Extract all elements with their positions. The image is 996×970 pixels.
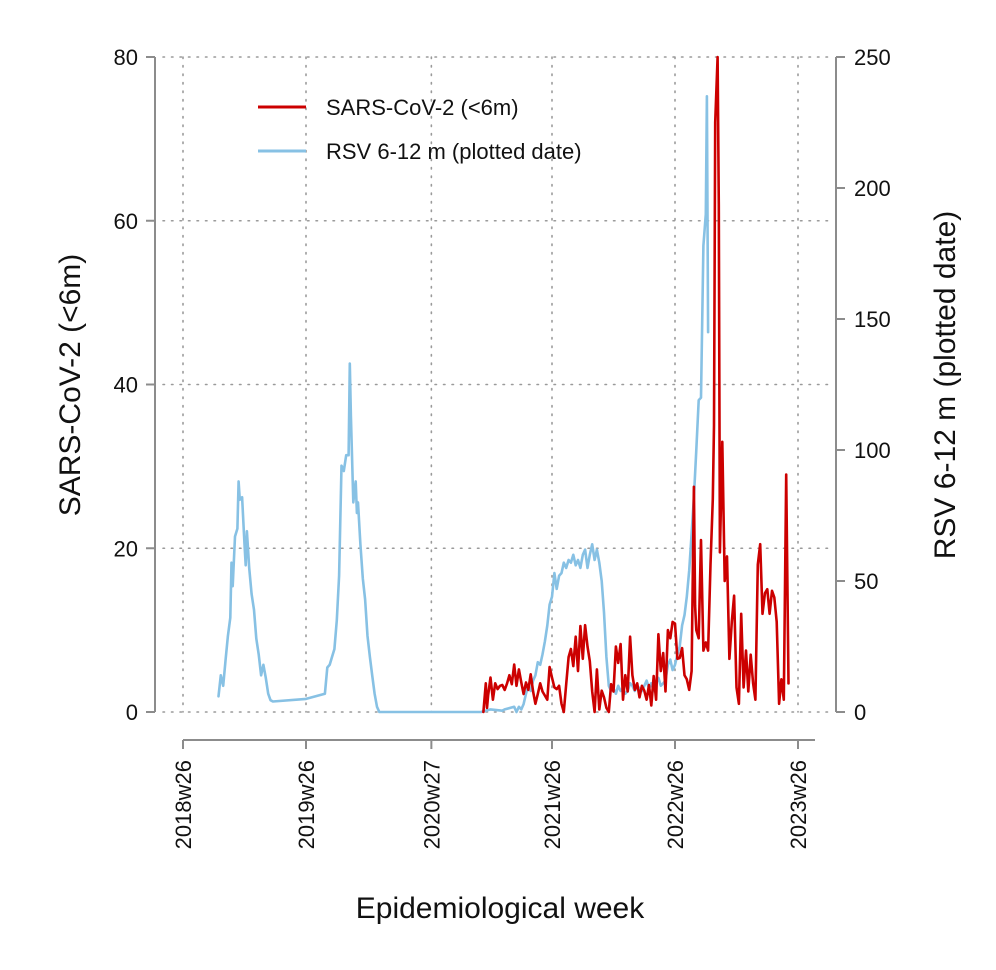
gridlines bbox=[162, 56, 829, 713]
legend-label-rsv: RSV 6-12 m (plotted date) bbox=[326, 139, 582, 164]
right-y-tick-label: 0 bbox=[854, 700, 866, 725]
left-y-tick-label: 20 bbox=[114, 536, 138, 561]
left-y-tick-label: 0 bbox=[126, 700, 138, 725]
left-y-tick-label: 60 bbox=[114, 209, 138, 234]
series-line-rsv bbox=[217, 95, 710, 714]
x-tick-label: 2022w26 bbox=[663, 760, 688, 849]
right-y-tick-label: 200 bbox=[854, 176, 891, 201]
right-y-tick-label: 250 bbox=[854, 45, 891, 70]
x-tick-label: 2020w27 bbox=[419, 760, 444, 849]
x-tick-label: 2021w26 bbox=[540, 760, 565, 849]
left-y-axis-title: SARS-CoV-2 (<6m) bbox=[54, 254, 87, 517]
x-axis-title: Epidemiological week bbox=[356, 892, 645, 925]
right-y-tick-label: 100 bbox=[854, 438, 891, 463]
series-line-sars-cov-2 bbox=[482, 55, 790, 714]
series-lines bbox=[217, 55, 790, 714]
x-tick-label: 2023w26 bbox=[786, 760, 811, 849]
left-y-tick-label: 80 bbox=[114, 45, 138, 70]
legend: SARS-CoV-2 (<6m) RSV 6-12 m (plotted dat… bbox=[258, 95, 582, 164]
legend-label-sars: SARS-CoV-2 (<6m) bbox=[326, 95, 519, 120]
x-tick-label: 2018w26 bbox=[171, 760, 196, 849]
tick-marks-and-labels: 0 20 40 60 80 0 50 100 150 200 250 2018w26 2019w26 20… bbox=[114, 45, 891, 849]
x-tick-label: 2019w26 bbox=[294, 760, 319, 849]
right-y-tick-label: 150 bbox=[854, 307, 891, 332]
right-y-tick-label: 50 bbox=[854, 569, 878, 594]
left-y-tick-label: 40 bbox=[114, 373, 138, 398]
right-y-axis-title: RSV 6-12 m (plotted date) bbox=[929, 211, 962, 560]
